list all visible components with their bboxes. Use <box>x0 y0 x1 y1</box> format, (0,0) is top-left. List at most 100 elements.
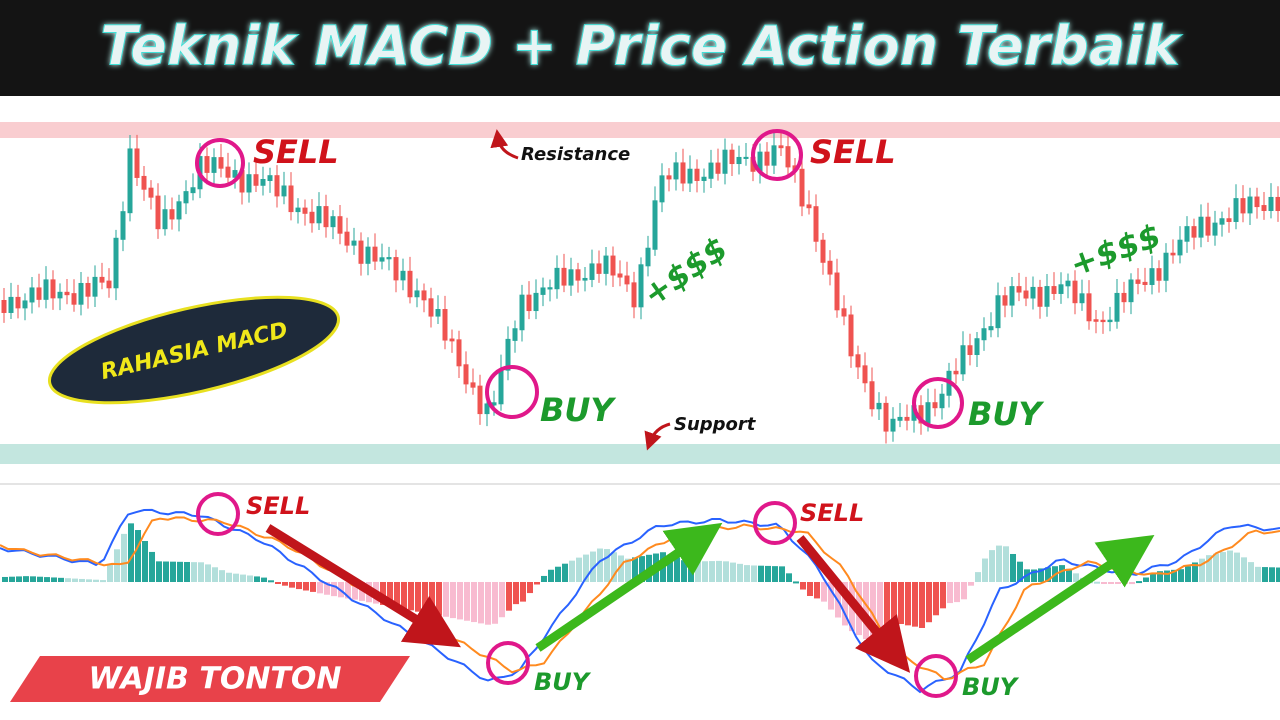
histogram-bar <box>1234 552 1240 582</box>
candle <box>36 287 42 300</box>
candle <box>932 402 938 409</box>
banner-shape <box>10 656 410 702</box>
histogram-bar <box>289 582 295 588</box>
candle <box>288 185 294 213</box>
candle <box>603 255 609 274</box>
histogram-bar <box>912 582 918 627</box>
candle <box>232 170 238 178</box>
histogram-bar <box>940 582 946 609</box>
candle <box>1275 196 1280 212</box>
candle <box>1170 252 1176 256</box>
sell-label: SELL <box>246 492 310 520</box>
histogram-bar <box>905 582 911 626</box>
candle <box>820 239 826 263</box>
candle <box>281 185 287 197</box>
candle <box>120 211 126 240</box>
candle <box>421 290 427 301</box>
candle <box>358 240 364 264</box>
candle <box>1233 198 1239 222</box>
circle <box>914 654 958 698</box>
candle <box>869 381 875 410</box>
histogram-bar <box>604 549 610 582</box>
histogram-bar <box>1115 582 1121 584</box>
candle <box>372 246 378 262</box>
candle <box>981 328 987 341</box>
histogram-bar <box>1157 571 1163 582</box>
candle <box>841 308 847 317</box>
candle <box>92 276 98 297</box>
support-zone <box>0 444 1280 464</box>
candle <box>1121 292 1127 303</box>
histogram-bar <box>1192 562 1198 582</box>
histogram-bar <box>23 576 29 582</box>
candle <box>988 326 994 331</box>
histogram-bar <box>114 549 120 582</box>
candle <box>169 209 175 220</box>
histogram-bar <box>72 578 78 582</box>
candle <box>512 328 518 341</box>
histogram-bar <box>422 582 428 614</box>
histogram-bar <box>793 581 799 584</box>
histogram-bar <box>1220 552 1226 582</box>
histogram-bar <box>1129 582 1135 585</box>
histogram-bar <box>989 550 995 582</box>
histogram-bar <box>723 561 729 582</box>
histogram-bar <box>345 582 351 599</box>
buy-label: BUY <box>962 673 1020 701</box>
candle <box>85 282 91 297</box>
candle <box>8 296 14 313</box>
histogram-bar <box>1227 550 1233 582</box>
candle <box>764 151 770 166</box>
histogram-bar <box>9 576 15 582</box>
histogram-bar <box>1038 568 1044 582</box>
candle <box>344 231 350 246</box>
histogram-bar <box>485 582 491 625</box>
histogram-bar <box>597 548 603 582</box>
sell-label: SELL <box>253 133 339 171</box>
badge: RAHASIA MACD <box>47 295 341 405</box>
candle <box>456 339 462 367</box>
candle <box>449 338 455 342</box>
candle <box>708 162 714 179</box>
candle <box>883 402 889 432</box>
histogram-bar <box>170 561 176 582</box>
candle <box>295 207 301 213</box>
histogram-bar <box>37 576 43 582</box>
candle <box>183 191 189 204</box>
candle <box>1079 293 1085 304</box>
candle <box>1093 319 1099 322</box>
candle <box>694 168 700 181</box>
histogram-bar <box>534 582 540 585</box>
buy-label: BUY <box>968 395 1044 433</box>
candle <box>106 280 112 289</box>
candle <box>743 156 749 159</box>
candle <box>778 145 784 149</box>
candle <box>246 174 252 193</box>
candle <box>43 279 49 300</box>
histogram-bar <box>527 582 533 594</box>
candle <box>736 156 742 165</box>
candle <box>722 149 728 174</box>
candle <box>176 201 182 220</box>
histogram-bar <box>583 554 589 582</box>
candle <box>624 275 630 285</box>
candle <box>645 247 651 267</box>
banner-text: WAJIB TONTON <box>88 662 341 697</box>
histogram-bar <box>149 551 155 582</box>
histogram-bar <box>1136 581 1142 584</box>
candle <box>491 402 497 406</box>
candle <box>1219 218 1225 225</box>
histogram-bar <box>44 577 50 582</box>
candle <box>1128 279 1134 303</box>
candle <box>218 157 224 169</box>
histogram-bar <box>184 561 190 582</box>
histogram-bar <box>282 582 288 586</box>
candle <box>960 345 966 375</box>
candle <box>1 300 7 313</box>
histogram-bar <box>156 561 162 582</box>
candle <box>1114 292 1120 322</box>
candle <box>99 276 105 283</box>
histogram-bar <box>772 566 778 582</box>
candle <box>715 162 721 174</box>
resistance-zone <box>0 122 1280 138</box>
